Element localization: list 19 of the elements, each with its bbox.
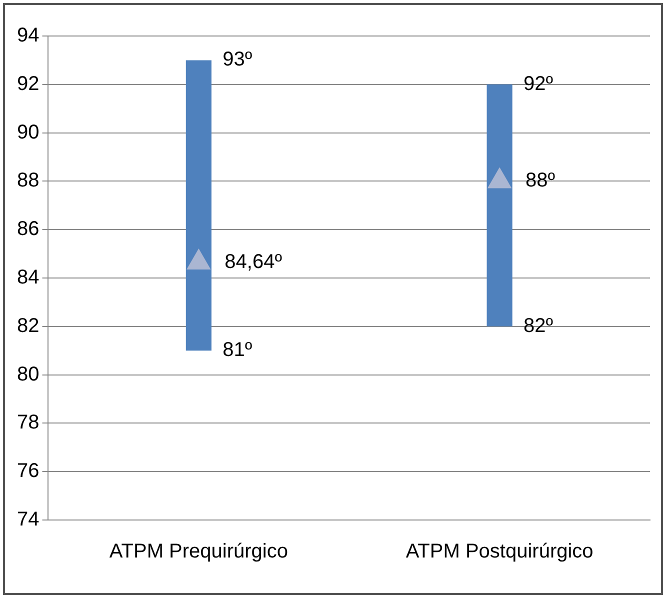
y-tick-label: 90: [16, 121, 40, 144]
y-tick-label: 88: [16, 170, 40, 192]
y-tick-label: 80: [16, 363, 40, 386]
y-tick-label: 94: [16, 24, 40, 47]
x-tick-label: ATPM Postquirúrgico: [406, 540, 594, 563]
annotation: 82º: [524, 314, 554, 337]
annotation: 92º: [524, 72, 554, 95]
y-tick-label: 76: [16, 460, 40, 482]
annotation: 93º: [222, 48, 253, 71]
y-tick-label: 74: [16, 508, 40, 531]
x-tick-label: ATPM Prequirúrgico: [109, 540, 288, 563]
y-tick-label: 84: [16, 266, 40, 289]
y-tick-label: 78: [16, 412, 40, 434]
y-tick-label: 86: [16, 218, 40, 240]
annotation: 81º: [222, 339, 253, 362]
data-label: 84,64º: [224, 251, 283, 274]
data-label: 88º: [526, 170, 556, 192]
y-tick-label: 82: [16, 314, 40, 337]
y-tick-label: 92: [16, 72, 40, 95]
